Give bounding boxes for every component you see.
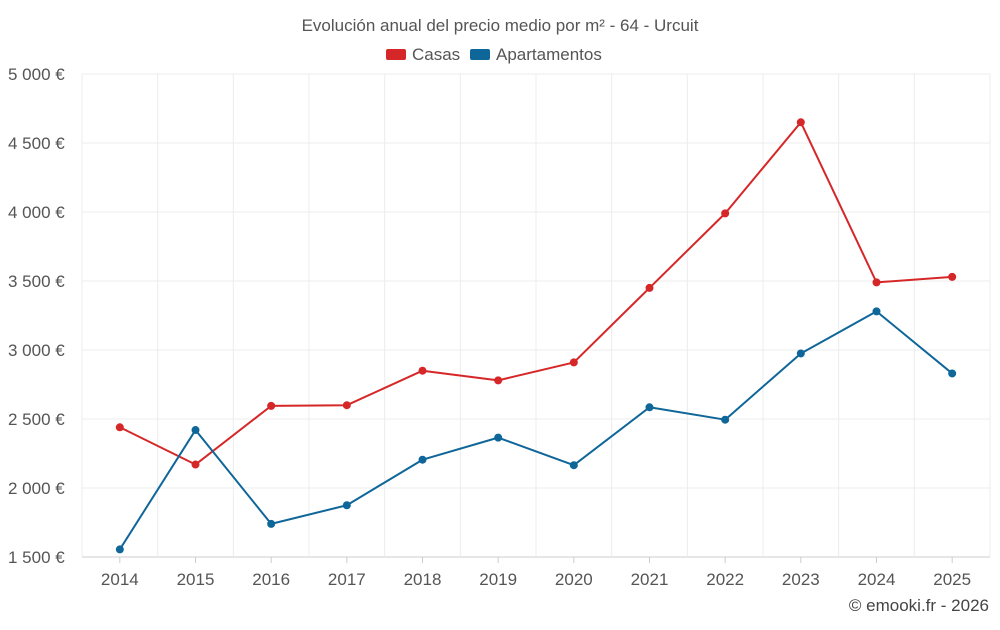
data-point-casas-2024[interactable]: [872, 278, 881, 287]
y-axis: 1 500 € 2 000 € 2 500 € 3 000 € 3 500 € 4 000…: [8, 65, 65, 567]
y-tick-label: 3 500 €: [8, 272, 65, 291]
legend-swatch-casas: [386, 49, 406, 60]
y-tick-label: 2 000 €: [8, 479, 65, 498]
y-tick-label: 1 500 €: [8, 548, 65, 567]
x-tick-label: 2024: [858, 570, 896, 589]
series-apartamentos: [115, 307, 957, 554]
legend-swatch-apartamentos: [470, 49, 490, 60]
x-tick-label: 2022: [706, 570, 744, 589]
series-layer: [115, 118, 957, 554]
x-tick-label: 2016: [252, 570, 290, 589]
data-point-apartamentos-2020[interactable]: [569, 461, 578, 470]
data-point-casas-2015[interactable]: [191, 460, 200, 469]
data-point-casas-2021[interactable]: [645, 283, 654, 292]
data-point-apartamentos-2019[interactable]: [494, 433, 503, 442]
data-point-casas-2016[interactable]: [267, 401, 276, 410]
data-point-apartamentos-2015[interactable]: [191, 426, 200, 435]
data-point-apartamentos-2017[interactable]: [342, 501, 351, 510]
x-tick-label: 2021: [631, 570, 669, 589]
data-point-casas-2025[interactable]: [948, 272, 957, 281]
x-tick-label: 2023: [782, 570, 820, 589]
data-point-casas-2022[interactable]: [721, 209, 730, 218]
legend-item-apartamentos[interactable]: Apartamentos: [470, 45, 602, 64]
x-tick-label: 2017: [328, 570, 366, 589]
data-point-casas-2014[interactable]: [115, 423, 124, 432]
y-tick-label: 3 000 €: [8, 341, 65, 360]
chart-title: Evolución anual del precio medio por m² …: [302, 16, 699, 35]
data-point-apartamentos-2024[interactable]: [872, 307, 881, 316]
x-tick-label: 2019: [479, 570, 517, 589]
data-point-apartamentos-2025[interactable]: [948, 369, 957, 378]
data-point-casas-2023[interactable]: [796, 118, 805, 127]
data-point-apartamentos-2022[interactable]: [721, 415, 730, 424]
legend: Casas Apartamentos: [386, 45, 602, 64]
data-point-apartamentos-2021[interactable]: [645, 403, 654, 412]
y-tick-label: 4 000 €: [8, 203, 65, 222]
x-tick-label: 2014: [101, 570, 139, 589]
legend-label-casas: Casas: [412, 45, 460, 64]
data-point-casas-2019[interactable]: [494, 376, 503, 385]
y-tick-label: 5 000 €: [8, 65, 65, 84]
y-tick-label: 4 500 €: [8, 134, 65, 153]
y-tick-label: 2 500 €: [8, 410, 65, 429]
series-casas: [115, 118, 957, 469]
grid: [81, 73, 991, 558]
data-point-apartamentos-2016[interactable]: [267, 519, 276, 528]
legend-label-apartamentos: Apartamentos: [496, 45, 602, 64]
series-line-apartamentos[interactable]: [118, 310, 953, 550]
x-tick-label: 2015: [177, 570, 215, 589]
x-axis: 2014 2015 2016 2017 2018 2019 2020 2021 2022 2023…: [101, 557, 971, 589]
credit-text: © emooki.fr - 2026: [849, 596, 989, 615]
data-point-casas-2018[interactable]: [418, 366, 427, 375]
legend-item-casas[interactable]: Casas: [386, 45, 460, 64]
x-tick-label: 2018: [404, 570, 442, 589]
x-tick-label: 2020: [555, 570, 593, 589]
data-point-apartamentos-2018[interactable]: [418, 455, 427, 464]
data-point-casas-2017[interactable]: [342, 401, 351, 410]
data-point-apartamentos-2014[interactable]: [115, 545, 124, 554]
data-point-casas-2020[interactable]: [569, 358, 578, 367]
series-line-casas[interactable]: [119, 121, 953, 466]
data-point-apartamentos-2023[interactable]: [796, 349, 805, 358]
x-tick-label: 2025: [933, 570, 971, 589]
